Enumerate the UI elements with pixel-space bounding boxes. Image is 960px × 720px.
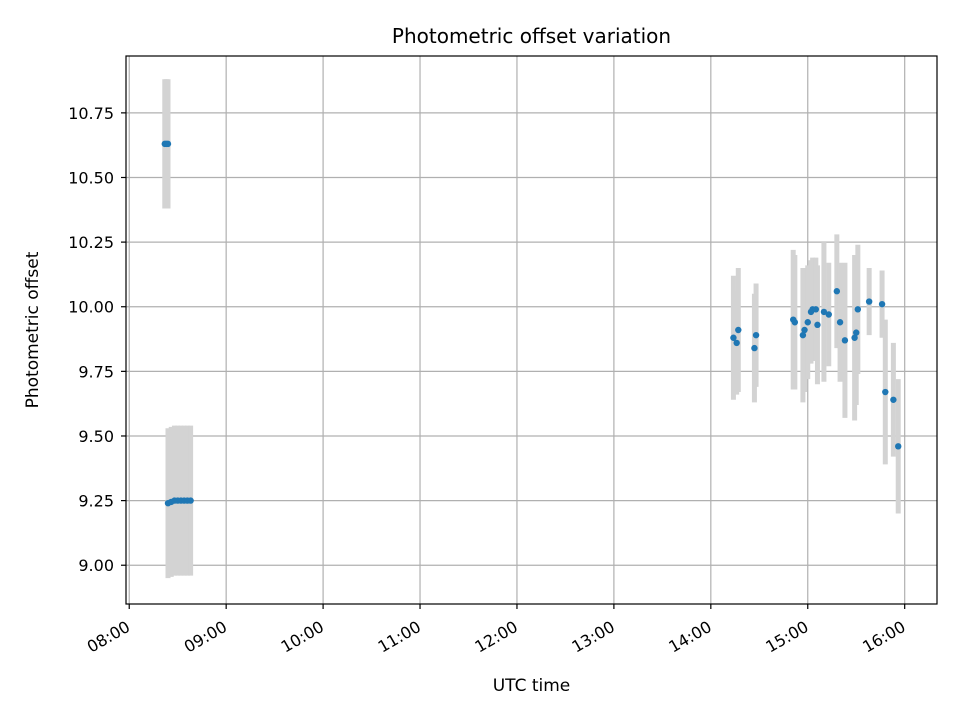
y-tick-label: 9.75 [78,362,114,381]
data-point [836,319,844,326]
data-point [730,334,737,341]
data-point [801,326,808,334]
y-axis-title: Photometric offset [23,251,43,408]
data-point [882,388,889,396]
data-point [878,300,886,308]
data-point [799,331,807,339]
data-point [814,321,821,329]
y-tick-label: 9.25 [78,492,114,511]
y-tick-label: 10.25 [68,233,114,252]
plot-area-frame [125,55,938,605]
data-point [825,311,832,318]
data-point [854,306,862,313]
data-point [820,308,828,316]
data-points [161,140,902,507]
data-point [851,334,858,341]
data-point [735,326,742,334]
data-point [164,140,172,148]
y-tick-label: 10.00 [68,298,114,317]
data-point [791,319,799,326]
y-tick-label: 10.75 [68,104,114,123]
data-point [865,298,873,305]
data-point [833,288,841,295]
data-point [895,443,902,450]
data-point [733,339,740,347]
y-tick-label: 10.50 [68,168,114,187]
data-point [890,396,897,403]
data-point [752,331,760,339]
data-point [841,337,849,344]
y-tick-label: 9.00 [78,556,114,575]
data-point [187,497,194,504]
x-axis-title: UTC time [493,676,571,696]
data-point [751,344,758,352]
y-tick-label: 9.50 [78,427,114,446]
chart-title: Photometric offset variation [392,24,671,48]
data-point [853,329,860,336]
data-point [812,306,820,313]
data-point [804,319,811,326]
grid [126,56,937,604]
